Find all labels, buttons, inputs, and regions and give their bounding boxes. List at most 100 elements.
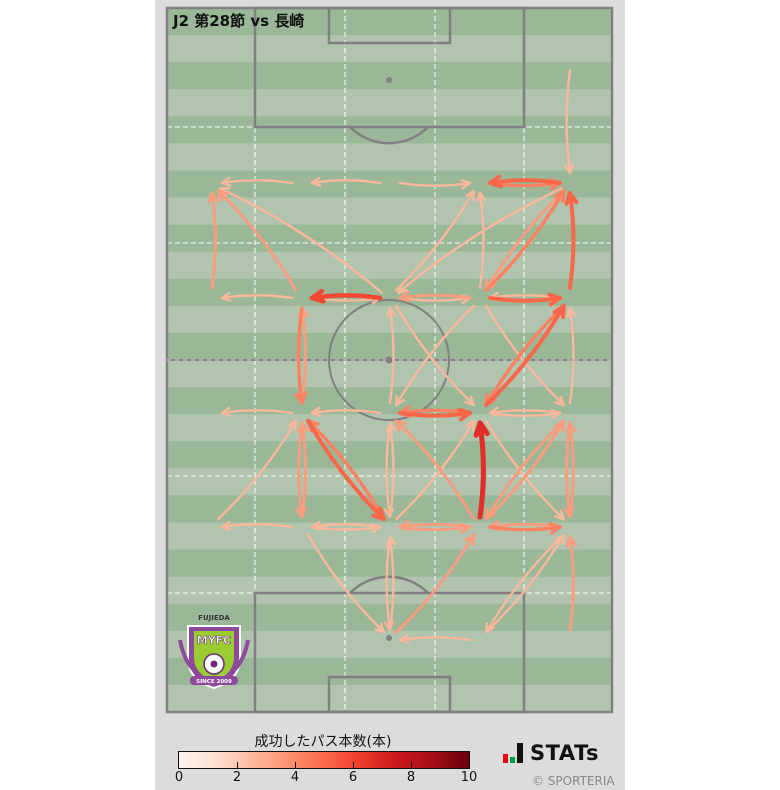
pass-arrow-line (488, 296, 562, 303)
pass-arrow (488, 522, 562, 535)
colorbar-tick-label: 6 (348, 770, 358, 785)
colorbar (178, 751, 470, 769)
colorbar-tick-mark (237, 762, 238, 768)
pass-arrow-line (477, 420, 486, 520)
pass-arrow-line (398, 293, 472, 300)
arrow-head-icon (294, 391, 307, 405)
pass-arrow (484, 304, 566, 407)
pass-arrow (565, 535, 577, 632)
copyright: © SPORTERIA (532, 774, 615, 788)
pass-arrow (488, 406, 562, 417)
pass-arrow-line (220, 523, 294, 529)
pass-arrow-line (478, 191, 485, 290)
pass-arrow-line (488, 178, 562, 185)
pass-arrow (306, 418, 386, 522)
logo-name: MYFC (197, 634, 232, 647)
pass-arrow-line (310, 523, 382, 529)
pass-arrow-line (395, 419, 475, 521)
arrow-head-icon (398, 291, 411, 303)
penalty-spot-top (386, 77, 392, 83)
arrow-head-icon (563, 506, 575, 519)
pass-arrow (488, 292, 562, 307)
arrow-head-icon (457, 407, 472, 422)
pass-arrow-line (488, 409, 562, 415)
pass-arrow (485, 419, 565, 521)
pass-arrow-line (394, 304, 476, 407)
pass-arrow-line (484, 189, 566, 292)
pass-arrow (484, 303, 566, 408)
pass-arrow-line (568, 421, 575, 519)
arrow-head-icon (386, 306, 397, 318)
arrow-head-icon (485, 622, 495, 634)
pass-arrow-line (306, 533, 386, 634)
pass-arrow-line (488, 525, 562, 532)
pitch-stripe (167, 8, 612, 36)
pass-arrow-line (216, 189, 298, 292)
pass-arrow (484, 189, 566, 292)
arrow-head-icon (220, 291, 232, 302)
arrow-head-icon (484, 508, 496, 521)
pass-arrow (310, 406, 382, 417)
pitch-stripe (167, 116, 612, 144)
arrow-head-icon (473, 420, 490, 438)
pass-arrow (394, 304, 476, 407)
arrow-head-icon (398, 633, 410, 644)
pass-arrow-line (210, 191, 217, 290)
pass-arrow (310, 520, 382, 531)
pass-arrow-line (394, 189, 476, 292)
stats-brand-name: STATs (530, 741, 599, 765)
pass-arrow (386, 306, 397, 405)
arrow-head-icon (488, 406, 500, 417)
pass-arrow (564, 191, 579, 290)
arrow-head-icon (566, 306, 577, 318)
colorbar-tick-mark (411, 762, 412, 768)
pass-arrow-line (394, 304, 476, 407)
pass-arrow (485, 533, 565, 634)
pass-arrow (398, 291, 472, 303)
center-spot (385, 356, 393, 364)
pass-arrow-line (398, 181, 472, 187)
pass-arrow-line (484, 419, 566, 521)
arrow-head-icon (460, 179, 472, 190)
pass-arrow (310, 176, 382, 187)
pass-arrow (220, 291, 294, 302)
pass-arrow (220, 176, 294, 187)
pass-arrow-line (310, 409, 382, 415)
arrow-head-icon (564, 191, 579, 206)
penalty-arc-bottom (349, 575, 429, 594)
arrow-head-icon (383, 507, 394, 519)
center-circle (328, 299, 450, 421)
pass-arrow-line (484, 189, 566, 292)
arrow-head-icon (310, 406, 322, 417)
pass-arrow-line (385, 535, 392, 632)
logo-since-text: SINCE 2009 (196, 679, 232, 685)
pass-arrow (397, 187, 563, 294)
pass-arrow (220, 520, 294, 531)
arrow-head-icon (310, 176, 322, 187)
arrow-head-icon (220, 520, 232, 531)
pitch-pass-network (165, 6, 614, 714)
arrow-head-icon (374, 622, 386, 634)
arrow-head-icon (297, 421, 309, 434)
colorbar-tick-label: 10 (460, 770, 478, 785)
pass-arrow (566, 306, 577, 405)
arrow-head-icon (216, 189, 229, 202)
pass-arrow-line (306, 418, 386, 522)
pass-arrow-line (485, 533, 565, 634)
pass-arrow-line (568, 191, 576, 290)
pass-arrow (488, 174, 562, 189)
arrow-head-icon (465, 189, 476, 201)
pass-arrow-line (484, 419, 566, 521)
pass-arrow (563, 421, 575, 519)
pass-arrow (398, 407, 472, 422)
arrow-head-icon (554, 509, 565, 521)
pass-arrow (217, 419, 297, 521)
pass-arrow (398, 633, 472, 644)
colorbar-tick-label: 0 (174, 770, 184, 785)
pass-arrow (297, 421, 309, 519)
arrow-head-icon (552, 303, 566, 320)
pass-arrow-line (388, 421, 395, 519)
arrow-head-icon (309, 288, 326, 304)
pass-arrow-line (568, 535, 575, 632)
pass-arrow (484, 419, 566, 521)
